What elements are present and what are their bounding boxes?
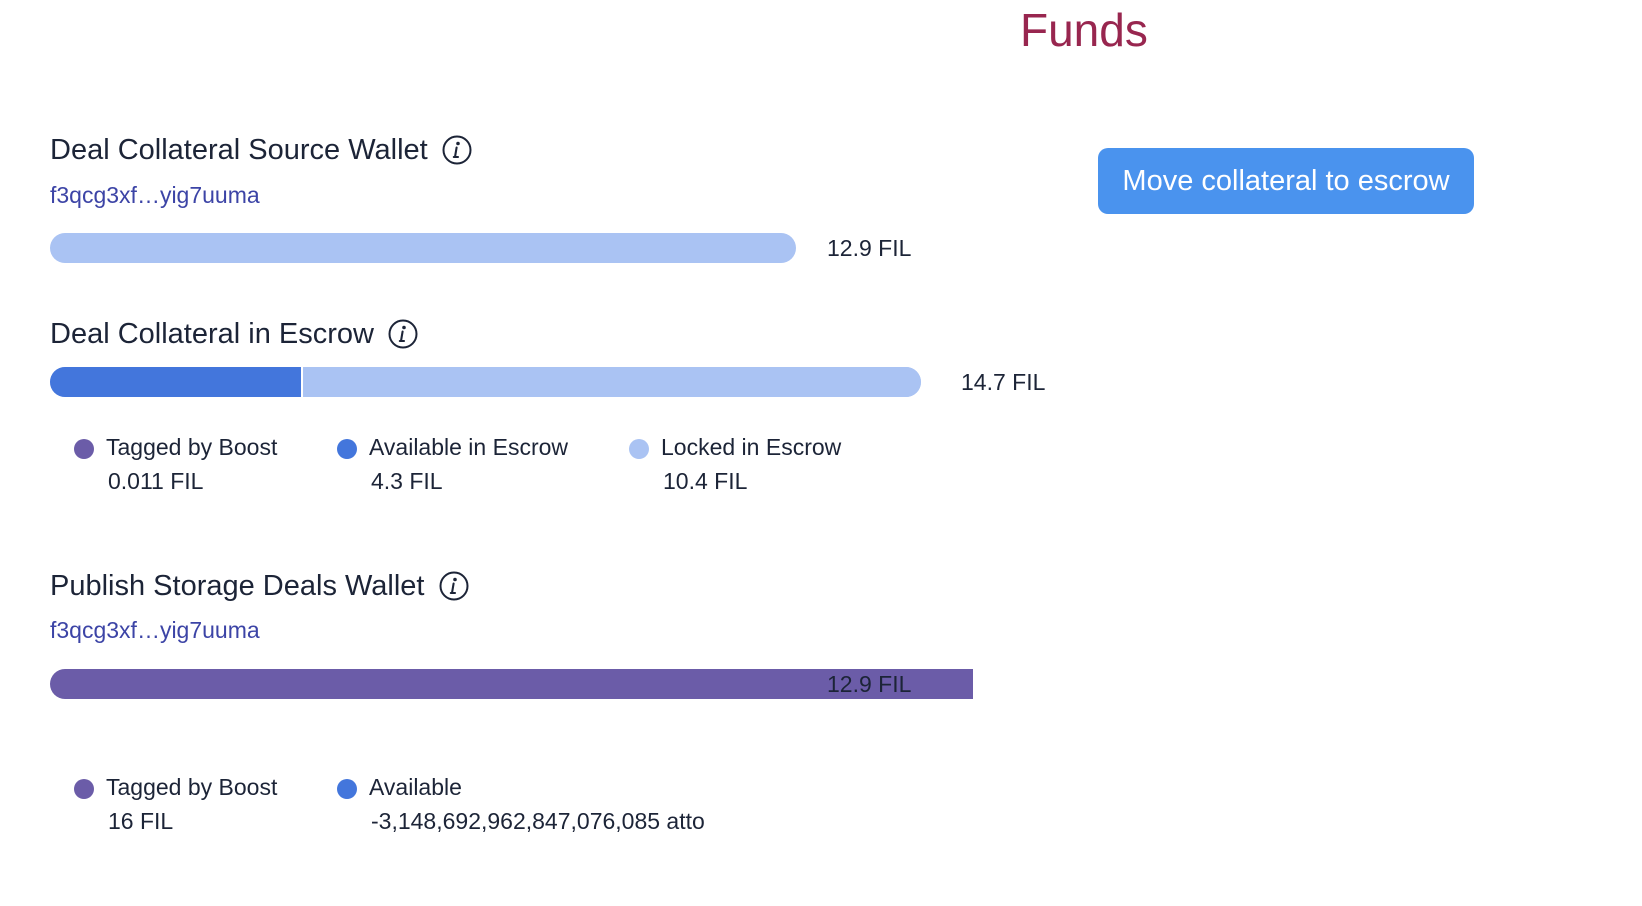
page-title: Funds (1020, 4, 1148, 56)
legend-label: Tagged by Boost (106, 434, 278, 460)
escrow-balance-bar (50, 367, 921, 397)
escrow-heading: Deal Collateral in Escrow (50, 317, 418, 351)
legend-label: Locked in Escrow (661, 434, 842, 460)
collateral-source-wallet-address[interactable]: f3qcg3xf…yig7uuma (50, 182, 260, 208)
publish-wallet-heading-label: Publish Storage Deals Wallet (50, 570, 425, 602)
publish-wallet-heading: Publish Storage Deals Wallet (50, 569, 469, 603)
collateral-source-heading-label: Deal Collateral Source Wallet (50, 134, 428, 166)
legend-label: Available (369, 774, 462, 800)
collateral-source-balance-value: 12.9 FIL (827, 235, 912, 261)
move-collateral-to-escrow-button[interactable]: Move collateral to escrow (1098, 148, 1474, 214)
legend-value: 0.011 FIL (108, 468, 204, 494)
legend-label: Tagged by Boost (106, 774, 278, 800)
tagged-by-boost-dot (74, 779, 94, 799)
tagged-by-boost-dot (74, 439, 94, 459)
legend-label: Available in Escrow (369, 434, 569, 460)
escrow-available-segment (50, 367, 303, 397)
info-icon[interactable] (388, 319, 418, 349)
publish-wallet-balance-bar (50, 669, 973, 699)
escrow-heading-label: Deal Collateral in Escrow (50, 318, 374, 350)
collateral-source-balance-bar (50, 233, 796, 263)
publish-wallet-balance-value: 12.9 FIL (827, 671, 912, 697)
collateral-source-heading: Deal Collateral Source Wallet (50, 133, 472, 167)
escrow-balance-value: 14.7 FIL (961, 369, 1046, 395)
legend-value: 10.4 FIL (663, 468, 748, 494)
info-icon[interactable] (439, 571, 469, 601)
info-icon[interactable] (442, 135, 472, 165)
legend-value: -3,148,692,962,847,076,085 atto (371, 808, 705, 834)
publish-wallet-address[interactable]: f3qcg3xf…yig7uuma (50, 617, 260, 643)
available-in-escrow-dot (337, 439, 357, 459)
locked-in-escrow-dot (629, 439, 649, 459)
legend-value: 16 FIL (108, 808, 174, 834)
available-dot (337, 779, 357, 799)
legend-value: 4.3 FIL (371, 468, 443, 494)
escrow-locked-segment (303, 367, 921, 397)
